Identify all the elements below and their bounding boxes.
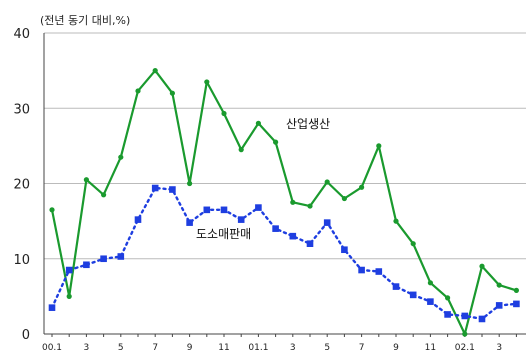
data-point bbox=[100, 255, 107, 263]
data-point bbox=[376, 143, 382, 149]
data-point bbox=[135, 88, 141, 94]
x-tick-label: 02.1 bbox=[455, 343, 475, 353]
data-point bbox=[513, 287, 520, 293]
data-point bbox=[237, 216, 245, 223]
x-tick-label: 5 bbox=[118, 343, 124, 353]
data-point bbox=[255, 120, 261, 126]
data-point bbox=[444, 311, 451, 318]
data-point bbox=[427, 298, 434, 305]
data-point bbox=[375, 268, 383, 275]
data-point bbox=[49, 207, 55, 213]
data-point bbox=[134, 216, 142, 223]
data-point bbox=[187, 180, 193, 187]
data-point bbox=[221, 110, 227, 117]
y-tick-label: 20 bbox=[13, 178, 30, 193]
data-point bbox=[83, 261, 90, 269]
data-point bbox=[289, 232, 297, 240]
series-lines bbox=[50, 69, 518, 336]
data-point bbox=[203, 206, 211, 214]
x-tick-label: 3 bbox=[290, 343, 296, 353]
data-point bbox=[204, 79, 210, 85]
x-tick-label: 01.1 bbox=[248, 343, 268, 353]
data-point bbox=[290, 199, 296, 205]
data-point bbox=[323, 219, 331, 226]
y-axis-ticks: 0 10 20 30 40 bbox=[13, 27, 30, 343]
data-point bbox=[341, 246, 348, 254]
data-point bbox=[255, 204, 262, 211]
data-point bbox=[462, 331, 468, 337]
data-point bbox=[478, 315, 486, 323]
data-point bbox=[324, 179, 330, 185]
data-point bbox=[220, 206, 228, 214]
data-point bbox=[272, 225, 279, 232]
y-tick-label: 40 bbox=[13, 27, 30, 42]
x-tick-label: 5 bbox=[324, 343, 330, 353]
data-point bbox=[409, 291, 417, 299]
data-point bbox=[151, 184, 159, 192]
data-point bbox=[341, 195, 347, 202]
data-point bbox=[479, 263, 485, 269]
data-point bbox=[66, 293, 72, 299]
y-tick-label: 30 bbox=[13, 102, 30, 117]
data-point bbox=[273, 139, 279, 145]
data-point bbox=[117, 253, 125, 260]
data-point bbox=[358, 266, 365, 274]
unit-label: (전년 동기 대비,%) bbox=[40, 14, 130, 27]
data-point bbox=[445, 295, 451, 301]
x-tick-label: 11 bbox=[425, 343, 436, 353]
x-tick-label: 9 bbox=[187, 343, 193, 353]
data-point bbox=[238, 147, 244, 153]
x-tick-label: 3 bbox=[84, 343, 90, 353]
data-point bbox=[307, 203, 313, 209]
series-label-retail-sales: 도소매판매 bbox=[196, 227, 251, 241]
x-tick-label: 00.1 bbox=[42, 343, 62, 353]
data-point bbox=[306, 240, 314, 247]
x-tick-label: 7 bbox=[359, 343, 365, 353]
gridlines bbox=[44, 32, 526, 260]
y-tick-label: 0 bbox=[22, 328, 30, 343]
data-point bbox=[65, 266, 73, 274]
data-point bbox=[48, 304, 56, 311]
series-line bbox=[50, 69, 517, 336]
data-point bbox=[410, 241, 416, 247]
data-point bbox=[169, 186, 176, 193]
x-tick-label: 9 bbox=[393, 343, 399, 353]
data-point bbox=[169, 90, 175, 96]
data-point bbox=[392, 283, 400, 290]
x-axis-ticks: 00.1 3 5 7 9 11 01.1 3 5 7 9 11 02.1 3 bbox=[42, 334, 517, 353]
data-point bbox=[393, 218, 399, 224]
data-point bbox=[118, 154, 124, 160]
x-tick-label: 3 bbox=[496, 343, 502, 353]
x-tick-label: 7 bbox=[152, 343, 158, 353]
series-points bbox=[48, 68, 520, 337]
data-point bbox=[495, 302, 503, 309]
series-label-industrial-production: 산업생산 bbox=[286, 117, 330, 131]
data-point bbox=[496, 282, 502, 288]
data-point bbox=[513, 300, 520, 308]
data-point bbox=[461, 312, 469, 320]
data-point bbox=[186, 219, 193, 226]
data-point bbox=[427, 280, 433, 286]
data-point bbox=[83, 177, 89, 183]
data-point bbox=[359, 184, 365, 190]
data-point bbox=[152, 68, 158, 74]
series-line bbox=[50, 186, 518, 321]
x-tick-label: 11 bbox=[218, 343, 229, 353]
data-point bbox=[101, 192, 107, 198]
y-tick-label: 10 bbox=[13, 253, 30, 268]
